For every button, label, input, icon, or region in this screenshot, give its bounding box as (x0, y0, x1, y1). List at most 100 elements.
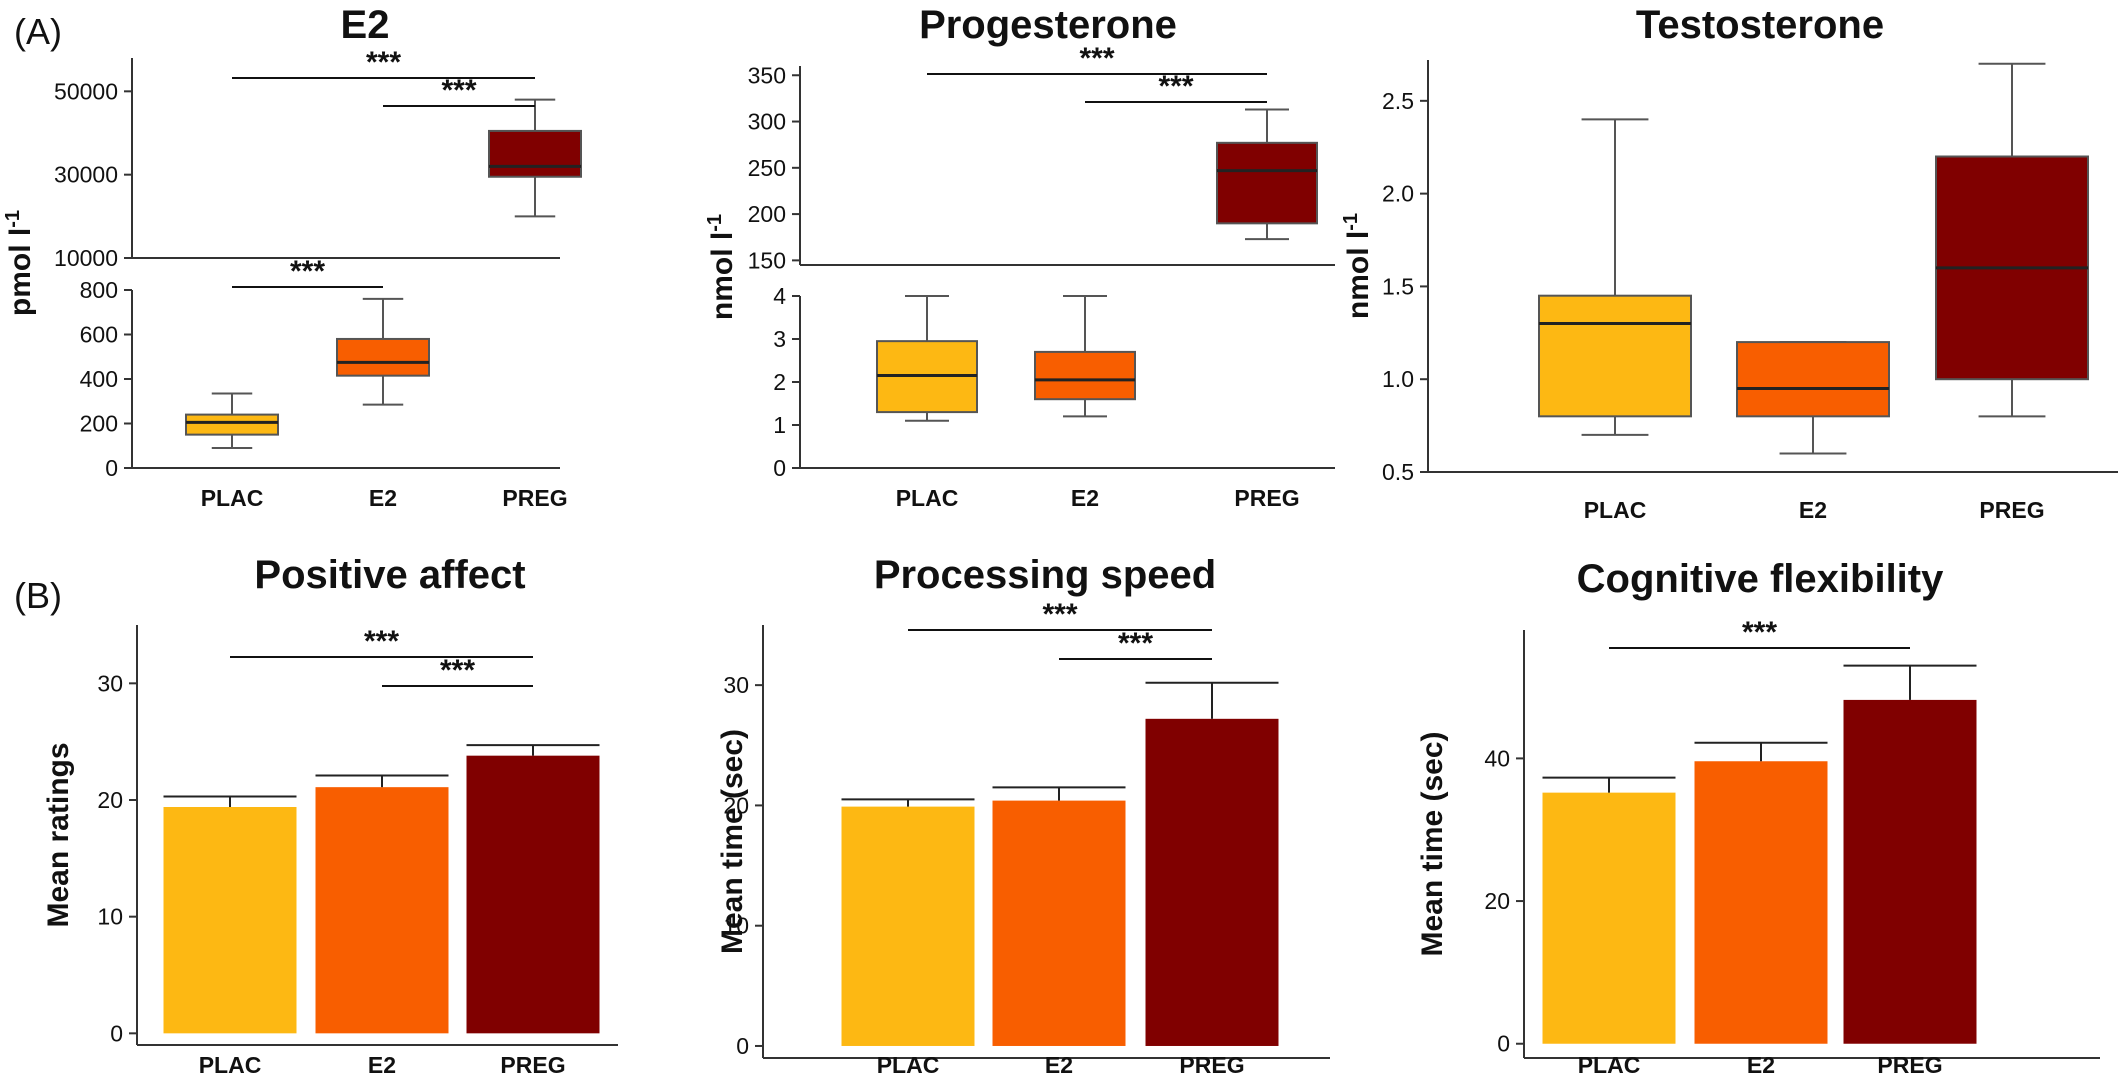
chart-title: Progesterone (919, 3, 1177, 47)
bar-plac (163, 795, 297, 1034)
significance-label: *** (364, 625, 399, 658)
y-tick-label: 10000 (54, 245, 118, 271)
y-tick-label: 20 (1484, 888, 1510, 914)
y-tick-label: 400 (80, 366, 118, 392)
y-tick-label: 20 (723, 792, 749, 818)
bar (163, 807, 297, 1034)
significance-plac-vs-preg: *** (1609, 616, 1910, 649)
y-tick-label: 4 (773, 283, 786, 309)
bar (1145, 718, 1279, 1046)
y-tick-label: 200 (80, 411, 118, 437)
x-tick-label-preg: PREG (1179, 1052, 1244, 1078)
significance-e2-vs-preg: *** (382, 654, 533, 687)
significance-e2-vs-preg: *** (383, 74, 535, 107)
x-tick-label-e2: E2 (1045, 1052, 1073, 1078)
box-preg (1935, 62, 2089, 418)
y-tick-label: 0 (105, 455, 118, 481)
x-tick-label-preg: PREG (502, 485, 567, 511)
y-axis-label: nmol l-1 (704, 214, 739, 320)
y-tick-label: 30 (723, 672, 749, 698)
significance-e2-vs-preg: *** (1059, 627, 1212, 660)
chart-title: Cognitive flexibility (1577, 557, 1944, 601)
x-tick-label-e2: E2 (1747, 1052, 1775, 1078)
box-iqr (1034, 350, 1136, 401)
chart-title: Processing speed (874, 553, 1216, 597)
bar-e2 (315, 774, 449, 1034)
x-tick-label-preg: PREG (500, 1052, 565, 1078)
chart-title: Positive affect (254, 553, 525, 597)
y-tick-label: 200 (748, 201, 786, 227)
bar (1843, 699, 1977, 1044)
box-iqr (488, 129, 582, 178)
x-tick-label-plac: PLAC (1584, 497, 1647, 523)
chart-e2: E2 10000 30000 50000 0 200 400 600 800 pmol l-1 PL… (2, 3, 582, 511)
y-tick-label: 1.5 (1382, 273, 1414, 299)
y-tick-label: 0 (736, 1033, 749, 1059)
y-tick-label: 2.5 (1382, 88, 1414, 114)
box-e2 (1034, 295, 1136, 418)
y-tick-label: 250 (748, 155, 786, 181)
y-tick-label: 20 (97, 787, 123, 813)
box-preg (488, 98, 582, 218)
y-axis-label: nmol l-1 (1340, 213, 1375, 319)
y-tick-label: 30000 (54, 162, 118, 188)
box-iqr (336, 337, 430, 377)
significance-label: *** (1079, 42, 1114, 75)
significance-plac-vs-preg: *** (908, 598, 1212, 631)
y-tick-label: 150 (748, 247, 786, 273)
chart-testosterone: Testosterone 0.5 1.0 1.5 2.0 2.5 nmol l-1 PLAC E… (1340, 3, 2118, 523)
x-tick-label-preg: PREG (1877, 1052, 1942, 1078)
box-plac (876, 295, 978, 422)
x-tick-label-e2: E2 (1799, 497, 1827, 523)
panel-label-b: (B) (14, 575, 62, 616)
bar-preg (1145, 681, 1279, 1046)
x-tick-label-e2: E2 (1071, 485, 1099, 511)
box-e2 (1736, 341, 1890, 455)
bar-plac (1542, 776, 1676, 1044)
significance-plac-vs-e2: *** (232, 255, 383, 288)
significance-label: *** (440, 654, 475, 687)
y-tick-label: 2 (773, 369, 786, 395)
y-tick-label: 2.0 (1382, 181, 1414, 207)
y-tick-label: 30 (97, 670, 123, 696)
bar-e2 (992, 786, 1126, 1046)
y-tick-label: 1.0 (1382, 366, 1414, 392)
y-tick-label: 10 (723, 913, 749, 939)
x-tick-label-e2: E2 (369, 485, 397, 511)
x-tick-label-plac: PLAC (1578, 1052, 1641, 1078)
box-iqr (1736, 341, 1890, 418)
chart-title: Testosterone (1636, 3, 1884, 47)
y-axis-label: Mean time (sec) (1416, 731, 1449, 956)
bar (466, 755, 600, 1034)
panel-label-a: (A) (14, 11, 62, 52)
y-tick-label: 50000 (54, 78, 118, 104)
x-tick-label-e2: E2 (368, 1052, 396, 1078)
significance-plac-vs-preg: *** (927, 42, 1267, 75)
y-tick-label: 10 (97, 904, 123, 930)
x-tick-label-plac: PLAC (896, 485, 959, 511)
chart-positive-affect: Positive affect 0 10 20 30 Mean ratings PLAC E2… (42, 553, 618, 1078)
y-tick-label: 1 (773, 412, 786, 438)
y-tick-label: 0.5 (1382, 459, 1414, 485)
significance-plac-vs-preg: *** (232, 46, 535, 79)
significance-label: *** (441, 74, 476, 107)
y-tick-label: 300 (748, 109, 786, 135)
bar (1542, 792, 1676, 1044)
significance-label: *** (366, 46, 401, 79)
bar (315, 787, 449, 1034)
chart-processing-speed: Processing speed 0 10 20 30 Mean time (sec) PL… (716, 553, 1330, 1078)
y-tick-label: 0 (1497, 1031, 1510, 1057)
y-tick-label: 0 (110, 1020, 123, 1046)
x-tick-label-preg: PREG (1979, 497, 2044, 523)
y-tick-label: 350 (748, 62, 786, 88)
y-axis-label: pmol l-1 (2, 210, 37, 316)
box-iqr (1538, 294, 1692, 418)
x-tick-label-plac: PLAC (877, 1052, 940, 1078)
y-tick-label: 0 (773, 455, 786, 481)
y-tick-label: 600 (80, 322, 118, 348)
y-axis-label: Mean time (sec) (716, 729, 749, 954)
significance-label: *** (1742, 616, 1777, 649)
y-tick-label: 40 (1484, 745, 1510, 771)
y-axis-label: Mean ratings (42, 742, 75, 927)
